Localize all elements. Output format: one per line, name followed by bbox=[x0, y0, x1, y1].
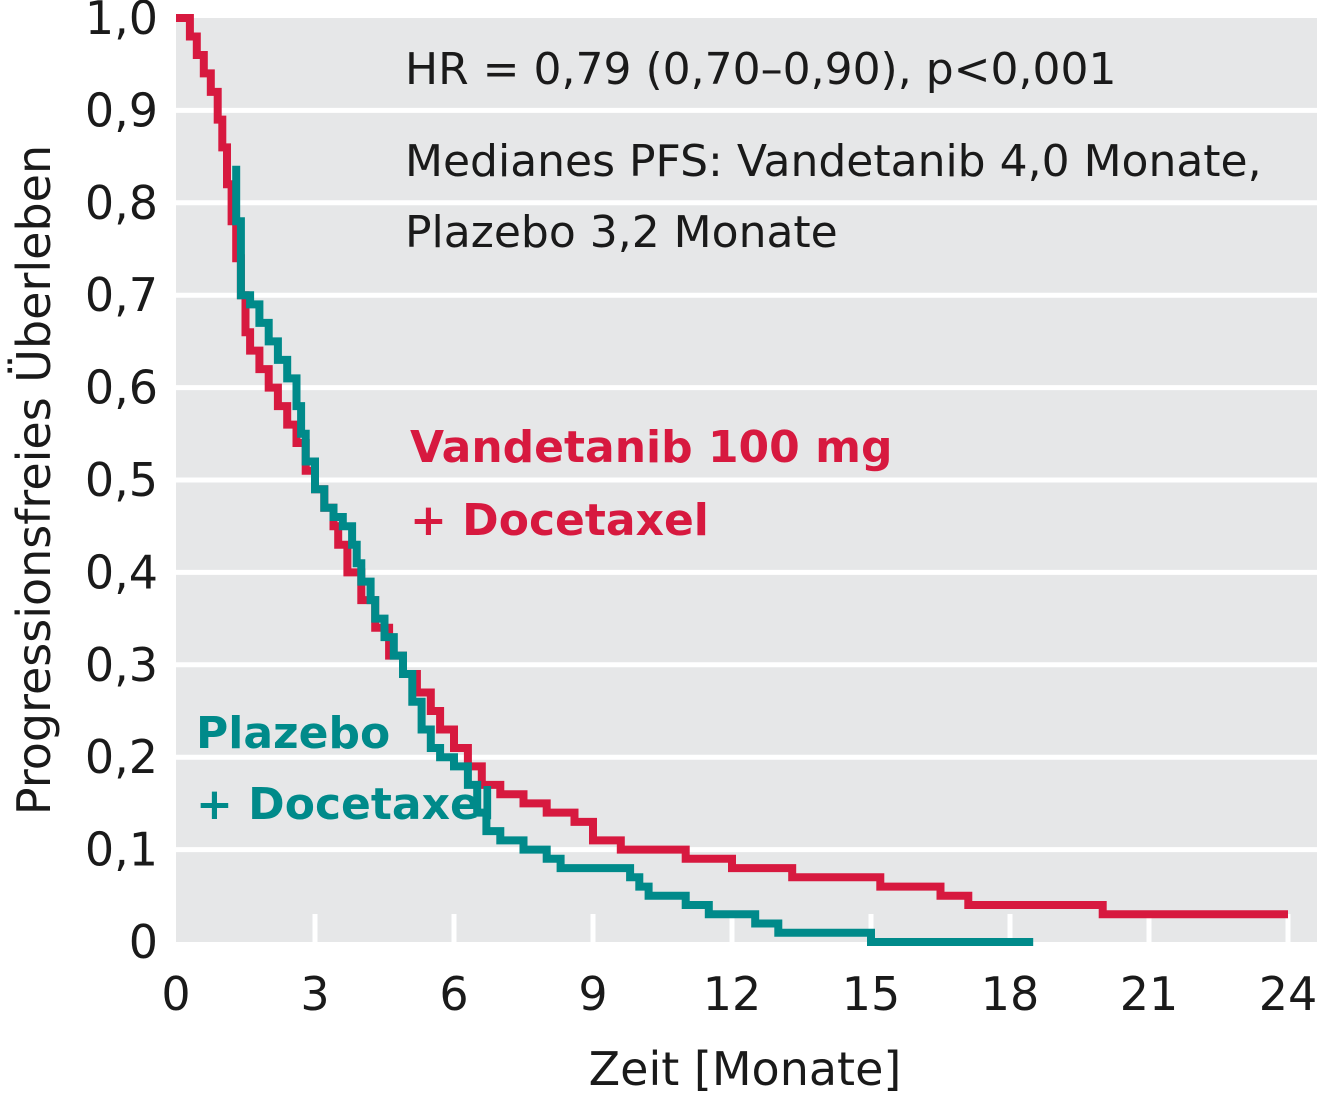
y-tick-label: 1,0 bbox=[85, 0, 158, 45]
y-tick-label: 0,9 bbox=[85, 83, 158, 137]
x-tick-label: 3 bbox=[300, 967, 329, 1021]
series-label-plazebo-1: Plazebo bbox=[196, 708, 390, 759]
x-tick-label: 15 bbox=[842, 967, 901, 1021]
x-tick-label: 6 bbox=[439, 967, 468, 1021]
y-tick-label: 0,4 bbox=[85, 545, 158, 599]
x-axis-ticks: 0 3 6 9 12 15 18 21 24 bbox=[161, 967, 1317, 1021]
y-tick-label: 0,3 bbox=[85, 638, 158, 692]
annotation-median-2: Plazebo 3,2 Monate bbox=[405, 207, 838, 258]
y-tick-label: 0,7 bbox=[85, 268, 158, 322]
series-label-plazebo-2: + Docetaxel bbox=[196, 779, 495, 830]
y-axis-ticks: 0 0,1 0,2 0,3 0,4 0,5 0,6 0,7 0,8 0,9 1,0 bbox=[85, 0, 158, 969]
x-tick-label: 24 bbox=[1259, 967, 1317, 1021]
y-axis-label: Progressionsfreies Überleben bbox=[7, 145, 61, 815]
grid-lines bbox=[176, 107, 1317, 942]
series-lines bbox=[176, 14, 1288, 946]
y-tick-label: 0,1 bbox=[85, 823, 158, 877]
y-tick-label: 0,6 bbox=[85, 361, 158, 415]
x-tick-label: 21 bbox=[1120, 967, 1179, 1021]
y-tick-label: 0,8 bbox=[85, 176, 158, 230]
y-tick-label: 0,2 bbox=[85, 730, 158, 784]
annotation-median-1: Medianes PFS: Vandetanib 4,0 Monate, bbox=[405, 136, 1262, 187]
x-axis-label: Zeit [Monate] bbox=[589, 1042, 902, 1096]
y-tick-label: 0,5 bbox=[85, 453, 158, 507]
y-tick-label: 0 bbox=[129, 915, 158, 969]
series-label-vandetanib-2: + Docetaxel bbox=[410, 495, 709, 546]
series-line-1 bbox=[232, 165, 1034, 946]
x-tick-label: 18 bbox=[981, 967, 1040, 1021]
series-line-0 bbox=[176, 14, 1288, 919]
x-tick-label: 0 bbox=[161, 967, 190, 1021]
annotation-hr: HR = 0,79 (0,70–0,90), p<0,001 bbox=[405, 44, 1116, 95]
series-label-vandetanib-1: Vandetanib 100 mg bbox=[410, 422, 892, 473]
x-tick-label: 9 bbox=[578, 967, 607, 1021]
x-tick-label: 12 bbox=[703, 967, 762, 1021]
